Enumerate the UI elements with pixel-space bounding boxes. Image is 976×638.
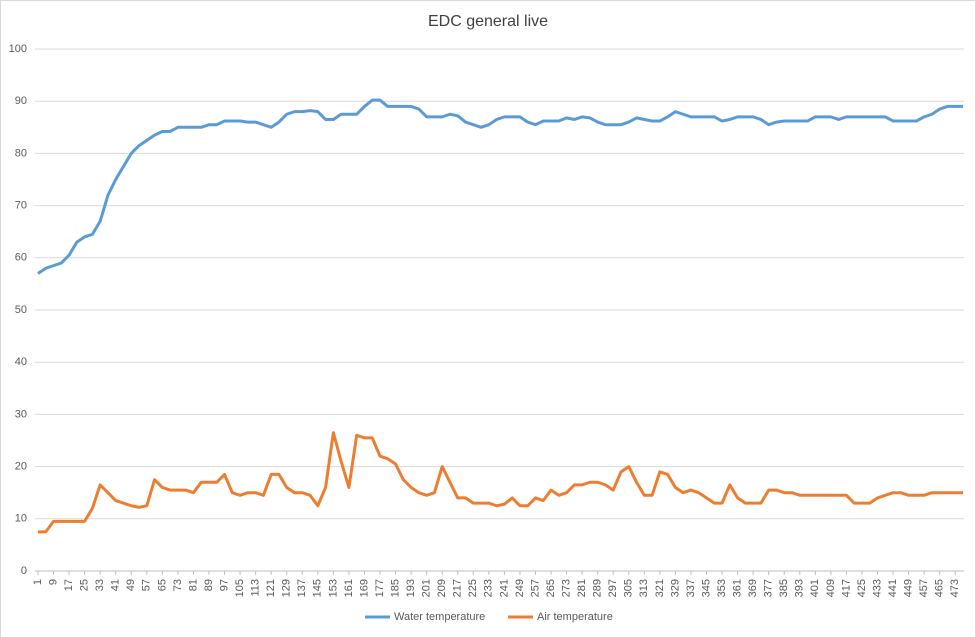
x-tick-label: 289 xyxy=(592,579,604,597)
x-tick-label: 169 xyxy=(358,579,370,597)
x-tick-label: 417 xyxy=(840,579,852,597)
x-tick-label: 41 xyxy=(110,579,122,591)
y-tick-label: 0 xyxy=(21,565,27,577)
y-tick-label: 50 xyxy=(15,304,27,316)
y-tick-label: 40 xyxy=(15,356,27,368)
x-tick-label: 377 xyxy=(763,579,775,597)
x-tick-label: 361 xyxy=(732,579,744,597)
y-tick-label: 70 xyxy=(15,200,27,212)
x-tick-label: 161 xyxy=(343,579,355,597)
x-tick-label: 89 xyxy=(203,579,215,591)
x-tick-label: 81 xyxy=(187,579,199,591)
y-tick-label: 80 xyxy=(15,147,27,159)
x-tick-label: 305 xyxy=(623,579,635,597)
x-tick-label: 385 xyxy=(778,579,790,597)
chart-title: EDC general live xyxy=(428,13,548,30)
x-tick-label: 49 xyxy=(125,579,137,591)
x-tick-label: 113 xyxy=(250,579,262,597)
x-tick-label: 273 xyxy=(560,579,572,597)
x-tick-label: 73 xyxy=(172,579,184,591)
x-tick-label: 129 xyxy=(281,579,293,597)
x-tick-label: 313 xyxy=(638,579,650,597)
x-tick-label: 17 xyxy=(63,579,75,591)
legend-label: Air temperature xyxy=(537,611,613,623)
x-tick-label: 57 xyxy=(141,579,153,591)
x-tick-label: 177 xyxy=(374,579,386,597)
series-line xyxy=(37,98,964,275)
x-tick-label: 433 xyxy=(871,579,883,597)
y-tick-label: 30 xyxy=(15,408,27,420)
x-tick-label: 153 xyxy=(327,579,339,597)
x-tick-label: 1 xyxy=(32,579,44,585)
x-tick-label: 297 xyxy=(607,579,619,597)
y-tick-label: 20 xyxy=(15,461,27,473)
x-tick-label: 441 xyxy=(887,579,899,597)
series-line xyxy=(37,431,964,534)
x-tick-label: 393 xyxy=(794,579,806,597)
x-tick-label: 121 xyxy=(265,579,277,597)
x-tick-label: 425 xyxy=(856,579,868,597)
x-tick-label: 265 xyxy=(545,579,557,597)
x-tick-label: 105 xyxy=(234,579,246,597)
x-tick-label: 321 xyxy=(654,579,666,597)
x-tick-label: 201 xyxy=(421,579,433,597)
y-tick-label: 60 xyxy=(15,252,27,264)
x-tick-label: 465 xyxy=(934,579,946,597)
x-tick-label: 401 xyxy=(809,579,821,597)
x-tick-label: 249 xyxy=(514,579,526,597)
x-tick-label: 145 xyxy=(312,579,324,597)
x-tick-label: 225 xyxy=(467,579,479,597)
x-tick-label: 457 xyxy=(918,579,930,597)
x-tick-label: 33 xyxy=(94,579,106,591)
x-tick-label: 369 xyxy=(747,579,759,597)
x-tick-label: 449 xyxy=(903,579,915,597)
x-tick-label: 329 xyxy=(669,579,681,597)
x-tick-label: 337 xyxy=(685,579,697,597)
x-tick-label: 9 xyxy=(47,579,59,585)
x-tick-label: 65 xyxy=(156,579,168,591)
x-tick-label: 97 xyxy=(218,579,230,591)
x-tick-label: 345 xyxy=(700,579,712,597)
x-tick-label: 209 xyxy=(436,579,448,597)
x-tick-label: 241 xyxy=(498,579,510,597)
x-tick-label: 473 xyxy=(949,579,961,597)
x-tick-label: 193 xyxy=(405,579,417,597)
y-tick-label: 90 xyxy=(15,95,27,107)
y-tick-label: 10 xyxy=(15,513,27,525)
y-tick-label: 100 xyxy=(9,43,27,55)
x-tick-label: 25 xyxy=(79,579,91,591)
legend-label: Water temperature xyxy=(394,611,485,623)
x-tick-label: 353 xyxy=(716,579,728,597)
x-tick-label: 217 xyxy=(452,579,464,597)
x-tick-label: 137 xyxy=(296,579,308,597)
x-tick-label: 233 xyxy=(483,579,495,597)
x-tick-label: 257 xyxy=(529,579,541,597)
x-tick-label: 409 xyxy=(825,579,837,597)
x-tick-label: 185 xyxy=(389,579,401,597)
x-tick-label: 281 xyxy=(576,579,588,597)
